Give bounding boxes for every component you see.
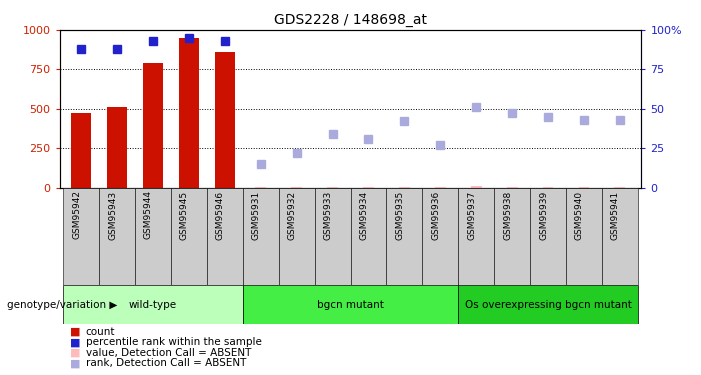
Text: genotype/variation ▶: genotype/variation ▶ xyxy=(7,300,117,310)
Bar xyxy=(243,188,279,285)
Bar xyxy=(350,188,386,285)
Text: GDS2228 / 148698_at: GDS2228 / 148698_at xyxy=(274,13,427,27)
Text: value, Detection Call = ABSENT: value, Detection Call = ABSENT xyxy=(86,348,251,358)
Text: GSM95941: GSM95941 xyxy=(611,190,620,240)
Bar xyxy=(171,188,207,285)
Text: GSM95942: GSM95942 xyxy=(72,190,81,239)
Text: bgcn mutant: bgcn mutant xyxy=(317,300,384,310)
Text: GSM95946: GSM95946 xyxy=(216,190,225,240)
Bar xyxy=(279,188,315,285)
Text: GSM95933: GSM95933 xyxy=(324,190,332,240)
Text: GSM95937: GSM95937 xyxy=(467,190,476,240)
Text: wild-type: wild-type xyxy=(129,300,177,310)
Bar xyxy=(543,186,554,188)
Bar xyxy=(255,187,266,188)
Bar xyxy=(215,52,235,188)
Text: GSM95938: GSM95938 xyxy=(503,190,512,240)
Text: rank, Detection Call = ABSENT: rank, Detection Call = ABSENT xyxy=(86,358,246,368)
Text: GSM95945: GSM95945 xyxy=(180,190,189,240)
Bar xyxy=(107,107,127,188)
Bar xyxy=(63,188,99,285)
Text: GSM95934: GSM95934 xyxy=(360,190,369,240)
Bar xyxy=(566,188,602,285)
Text: GSM95940: GSM95940 xyxy=(575,190,584,240)
Bar xyxy=(458,188,494,285)
Text: percentile rank within the sample: percentile rank within the sample xyxy=(86,338,261,347)
Bar xyxy=(135,188,171,285)
Bar xyxy=(99,188,135,285)
Bar xyxy=(386,188,422,285)
Text: GSM95935: GSM95935 xyxy=(395,190,404,240)
Text: ■: ■ xyxy=(70,358,81,368)
Bar xyxy=(471,186,482,188)
Bar xyxy=(72,113,91,188)
Bar xyxy=(458,285,638,324)
Bar xyxy=(63,285,243,324)
Bar xyxy=(207,188,243,285)
Text: GSM95931: GSM95931 xyxy=(252,190,261,240)
Text: ■: ■ xyxy=(70,348,81,358)
Bar xyxy=(615,187,625,188)
Text: ■: ■ xyxy=(70,327,81,337)
Bar xyxy=(315,188,350,285)
Text: GSM95936: GSM95936 xyxy=(431,190,440,240)
Bar xyxy=(422,188,458,285)
Text: GSM95944: GSM95944 xyxy=(144,190,153,239)
Text: Os overexpressing bgcn mutant: Os overexpressing bgcn mutant xyxy=(465,300,632,310)
Bar xyxy=(602,188,638,285)
Text: GSM95932: GSM95932 xyxy=(287,190,297,240)
Bar xyxy=(494,188,530,285)
Text: GSM95943: GSM95943 xyxy=(108,190,117,240)
Text: count: count xyxy=(86,327,115,337)
Bar xyxy=(243,285,458,324)
Text: GSM95939: GSM95939 xyxy=(539,190,548,240)
Bar xyxy=(530,188,566,285)
Bar xyxy=(578,187,590,188)
Bar xyxy=(143,63,163,188)
Bar xyxy=(179,38,199,188)
Text: ■: ■ xyxy=(70,338,81,347)
